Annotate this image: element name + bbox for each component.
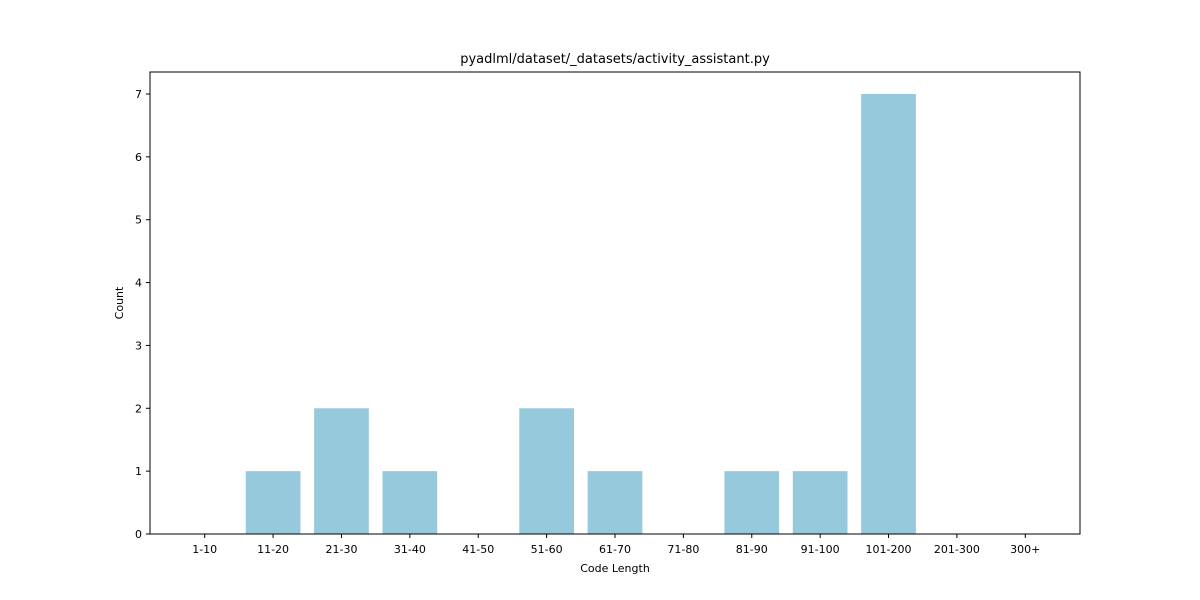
y-tick-label: 7 — [135, 88, 142, 101]
x-axis-title: Code Length — [580, 562, 650, 575]
bar-31-40 — [382, 471, 438, 534]
x-tick-label: 11-20 — [257, 543, 289, 556]
x-tick-label: 21-30 — [325, 543, 357, 556]
y-tick-label: 3 — [135, 339, 142, 352]
x-tick-label: 41-50 — [462, 543, 494, 556]
x-tick-label: 61-70 — [599, 543, 631, 556]
x-tick-label: 101-200 — [866, 543, 912, 556]
bar-21-30 — [314, 408, 369, 534]
x-tick-label: 300+ — [1010, 543, 1040, 556]
bars-group — [245, 94, 916, 534]
y-tick-label: 2 — [135, 402, 142, 415]
y-tick-label: 6 — [135, 151, 142, 164]
y-tick-label: 5 — [135, 214, 142, 227]
y-tick-label: 0 — [135, 528, 142, 541]
y-axis: 0 1 2 3 4 5 6 7 — [135, 88, 150, 541]
bar-11-20 — [245, 471, 301, 534]
x-tick-label: 201-300 — [934, 543, 980, 556]
x-tick-label: 51-60 — [531, 543, 563, 556]
y-axis-title: Count — [113, 286, 126, 319]
x-tick-label: 71-80 — [667, 543, 699, 556]
y-tick-label: 1 — [135, 465, 142, 478]
bar-81-90 — [724, 471, 780, 534]
y-tick-label: 4 — [135, 277, 142, 290]
bar-101-200 — [861, 94, 916, 534]
chart-title: pyadlml/dataset/_datasets/activity_assis… — [460, 52, 770, 67]
bar-91-100 — [792, 471, 848, 534]
x-tick-label: 1-10 — [192, 543, 217, 556]
bar-61-70 — [587, 471, 643, 534]
x-tick-label: 81-90 — [736, 543, 768, 556]
x-tick-label: 31-40 — [394, 543, 426, 556]
x-axis: 1-10 11-20 21-30 31-40 41-50 51-60 61-70 71-80 8… — [192, 534, 1040, 556]
plot-frame — [149, 71, 1081, 535]
x-tick-label: 91-100 — [801, 543, 840, 556]
bar-51-60 — [519, 408, 574, 534]
